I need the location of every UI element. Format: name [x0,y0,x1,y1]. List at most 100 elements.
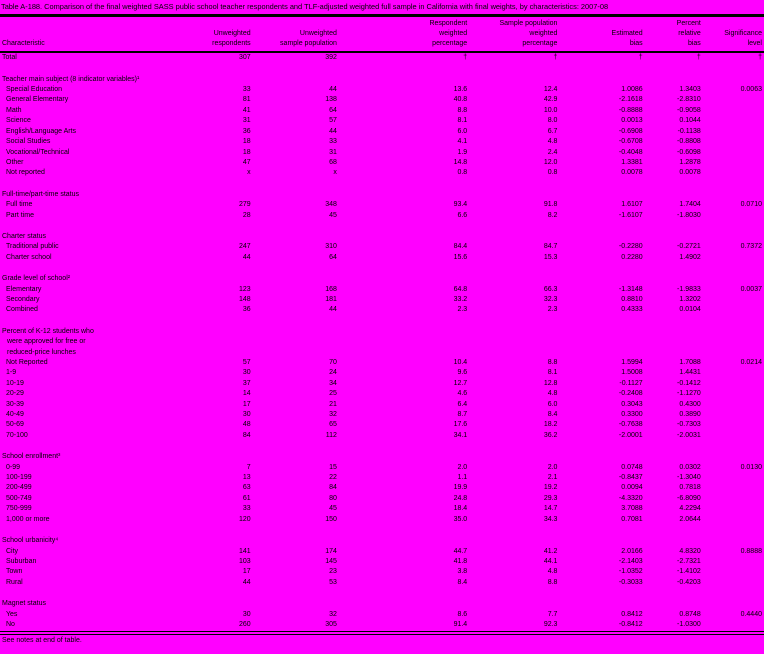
table-row: 0-99 7 15 2.0 2.0 0.0748 0.0302 0.0130 [0,463,764,473]
cell-value: 8.0 [547,117,558,125]
row-label: Town [6,568,23,576]
cell-value: 44.1 [543,557,558,565]
cell-value: 30 [242,411,251,419]
cell-value: 0.2280 [621,253,643,261]
row-label: Vocational/Technical [6,148,70,156]
cell-value: -2.7321 [677,557,701,565]
cell-value: 33 [242,505,251,513]
row-label: Math [6,106,22,114]
cell-value: 13 [242,474,251,482]
cell-value: -1.8030 [677,211,701,219]
cell-value [703,368,764,378]
row-label: Total [2,54,17,62]
table-row: City 141 174 44.7 41.2 2.0166 4.8320 0.8888 [0,547,764,557]
cell-value: 10.4 [453,359,468,367]
cell-value: 18 [242,138,251,146]
cell-value: 1.6107 [621,201,643,209]
cell-value: 8.1 [457,117,468,125]
cell-value: 57 [242,359,251,367]
cell-value [703,400,764,410]
cell-value: 310 [325,243,337,251]
cell-value: 33.2 [453,295,468,303]
cell-value: 18 [242,148,251,156]
cell-value: 47 [242,158,251,166]
row-label: English/Language Arts [6,127,77,135]
cell-value: 0.7372 [740,243,762,251]
cell-value: † [463,54,468,62]
cell-value: 32 [329,411,337,419]
spacer-row [0,525,764,536]
cell-value: -0.6908 [618,127,643,135]
cell-value: 9.6 [457,369,468,377]
table-row: Suburban 103 145 41.8 44.1 -2.1403 -2.7321 [0,557,764,567]
cell-value: 24 [329,369,337,377]
table-row: Rural 44 53 8.4 8.8 -0.3033 -0.4203 [0,578,764,588]
cell-value: 92.3 [543,620,558,628]
spacer-row [0,64,764,75]
cell-value: 1.5994 [621,359,643,367]
row-label: Social Studies [6,138,51,146]
table-body: Total 307 392 † † † † † Teacher main subject (8… [0,52,764,630]
cell-value: 61 [242,494,251,502]
cell-value: -0.8412 [618,620,643,628]
cell-value: 0.0214 [740,359,762,367]
cell-value: -0.6708 [618,138,643,146]
row-label: General Elementary [6,96,69,104]
row-label: 20-29 [6,390,24,398]
cell-value [703,431,764,441]
row-label: 500-749 [6,494,32,502]
table-footnote: See notes at end of table. [2,637,82,645]
spacer-cell [0,64,764,75]
cell-value: 30 [242,610,251,618]
cell-value: 0.0063 [740,86,762,94]
section-header-row: Percent of K-12 students who [0,327,764,337]
cell-value: 36.2 [543,431,558,439]
cell-value: 8.8 [457,106,468,114]
spacer-cell [0,263,764,274]
row-label: 1-9 [6,369,17,377]
cell-value: 93.4 [453,201,468,209]
cell-value: 305 [325,620,337,628]
cell-value [703,158,764,168]
cell-value: 0.8748 [679,610,701,618]
cell-value: 15.6 [453,253,468,261]
cell-value: 6.0 [457,127,468,135]
cell-value: 64 [329,106,337,114]
cell-value: 80 [329,494,337,502]
cell-value: 17 [242,568,251,576]
row-label: 750-999 [6,505,32,513]
cell-value: 0.8 [457,169,468,177]
table-row: General Elementary 81 138 40.8 42.9 -2.1618 -2… [0,95,764,105]
spacer-row [0,441,764,452]
cell-value: 6.7 [547,127,558,135]
cell-value [703,137,764,147]
cell-value: 33 [329,138,337,146]
cell-value: 1.5008 [621,369,643,377]
cell-value: 0.4300 [679,400,701,408]
row-label: 50-69 [6,421,24,429]
cell-value [703,515,764,525]
cell-value: 0.8810 [621,295,643,303]
section-header-label: Magnet status [2,600,46,608]
table-row: Full time 279 348 93.4 91.8 1.6107 1.7404 0.071… [0,200,764,210]
cell-value: 12.8 [543,379,558,387]
cell-value: -0.2408 [618,390,643,398]
cell-value: 1.7088 [679,359,701,367]
cell-value: 12.7 [453,379,468,387]
cell-value: 23 [329,568,337,576]
cell-value [703,504,764,514]
cell-value: 53 [329,578,337,586]
cell-value: 141 [238,547,251,555]
row-label: Not reported [6,169,45,177]
section-header-label: School urbanicity⁴ [2,537,59,545]
row-label: 1,000 or more [6,515,50,523]
table-row: Part time 28 45 6.6 8.2 -1.6107 -1.8030 [0,211,764,221]
cell-value: 348 [325,201,337,209]
cell-value: 0.0710 [740,201,762,209]
row-label: Traditional public [6,243,59,251]
cell-value: 0.0013 [621,117,643,125]
cell-value: 2.3 [547,306,558,314]
cell-value: 36 [242,306,251,314]
cell-value: † [696,54,701,62]
cell-value: -0.2280 [618,243,643,251]
